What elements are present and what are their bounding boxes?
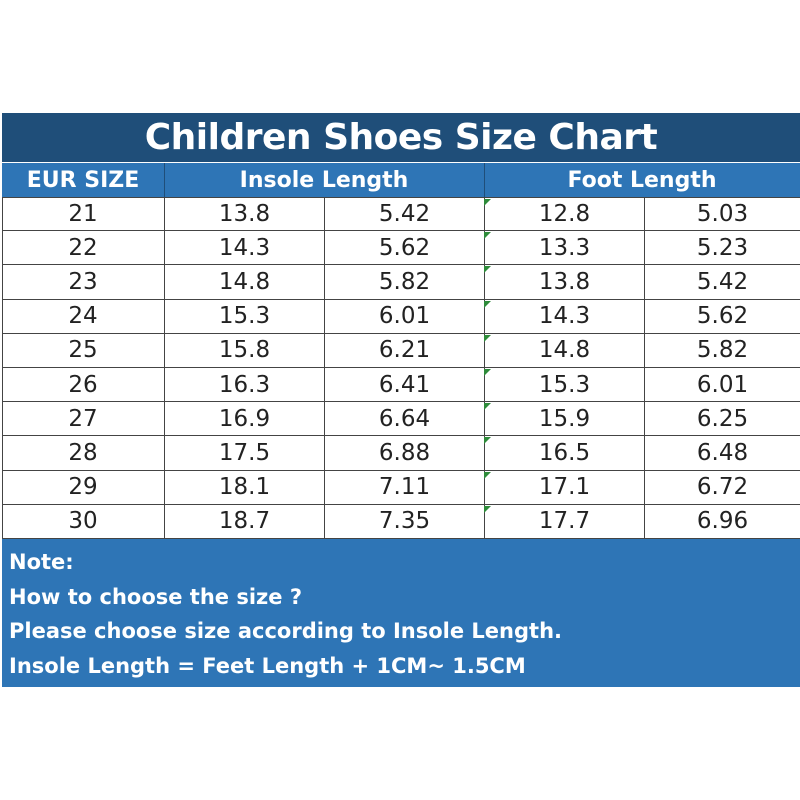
table-row: 21 13.8 5.42 12.8 5.03 [2,197,800,232]
cell-marker-icon [484,199,491,206]
cell-marker-icon [484,300,491,308]
cell-eur: 23 [68,268,98,295]
cell-foot-in: 6.25 [644,402,800,436]
cell-insole-cm: 15.8 [164,333,324,367]
cell-insole-cm: 13.8 [164,198,324,231]
table-row: 28 17.5 6.88 16.5 6.48 [2,436,800,471]
table-row: 24 15.3 6.01 14.3 5.62 [2,299,800,334]
cell-insole-cm: 18.7 [164,504,324,538]
note-box: Note: How to choose the size ? Please ch… [2,539,800,687]
cell-foot-in: 6.72 [644,470,800,504]
cell-foot-cm: 16.5 [484,436,644,470]
cell-insole-in: 6.41 [324,367,484,402]
cell-eur: 30 [68,508,98,535]
cell-insole-in: 6.01 [324,299,484,333]
cell-insole-in: 6.64 [324,402,484,436]
size-table-body: 21 13.8 5.42 12.8 5.03 22 14.3 5.62 13.3 5.23 23 14… [2,197,800,539]
note-formula: Insole Length = Feet Length + 1CM~ 1.5CM [9,653,526,678]
cell-marker-icon [484,505,491,513]
table-row: 30 18.7 7.35 17.7 6.96 [2,504,800,539]
cell-eur: 24 [68,303,98,330]
cell-foot-in: 5.42 [644,265,800,299]
header-divider [484,163,485,197]
cell-foot-in: 5.03 [644,198,800,231]
cell-foot-cm: 15.3 [484,367,644,402]
cell-marker-icon [484,334,491,342]
cell-foot-in: 5.23 [644,231,800,265]
table-row: 29 18.1 7.11 17.1 6.72 [2,470,800,505]
note-question: How to choose the size ? [9,584,302,609]
table-row: 22 14.3 5.62 13.3 5.23 [2,231,800,266]
cell-insole-in: 5.42 [324,198,484,231]
cell-insole-in: 7.11 [324,470,484,504]
cell-foot-cm: 13.3 [484,231,644,265]
cell-foot-in: 6.96 [644,504,800,538]
cell-insole-cm: 14.3 [164,231,324,265]
header-foot-length: Foot Length [567,167,717,193]
cell-insole-cm: 16.3 [164,367,324,402]
cell-marker-icon [484,471,491,479]
cell-insole-cm: 14.8 [164,265,324,299]
cell-foot-in: 6.48 [644,436,800,470]
cell-marker-icon [484,368,491,376]
cell-eur: 25 [68,337,98,364]
chart-title: Children Shoes Size Chart [2,113,800,163]
cell-marker-icon [484,403,491,411]
cell-foot-cm: 17.1 [484,470,644,504]
note-instruction: Please choose size according to Insole L… [9,619,563,643]
cell-eur: 26 [68,371,98,398]
cell-marker-icon [484,437,491,445]
cell-eur: 29 [68,474,98,501]
header-row: EUR SIZE Insole Length Foot Length [2,163,800,197]
cell-foot-cm: 17.7 [484,504,644,538]
table-row: 23 14.8 5.82 13.8 5.42 [2,265,800,300]
cell-insole-cm: 16.9 [164,402,324,436]
cell-insole-in: 6.88 [324,436,484,470]
table-row: 26 16.3 6.41 15.3 6.01 [2,367,800,403]
cell-eur: 28 [68,439,98,466]
cell-foot-in: 6.01 [644,367,800,402]
cell-foot-cm: 14.8 [484,333,644,367]
cell-foot-cm: 13.8 [484,265,644,299]
header-divider [164,163,165,197]
cell-insole-in: 7.35 [324,504,484,538]
cell-eur: 21 [68,201,98,228]
cell-insole-in: 5.82 [324,265,484,299]
header-eur-size: EUR SIZE [26,167,140,193]
cell-insole-in: 6.21 [324,333,484,367]
cell-foot-in: 5.82 [644,333,800,367]
table-left-border [2,197,3,539]
cell-insole-cm: 18.1 [164,470,324,504]
cell-eur: 22 [68,234,98,261]
cell-foot-cm: 15.9 [484,402,644,436]
cell-eur: 27 [68,405,98,432]
table-row: 27 16.9 6.64 15.9 6.25 [2,402,800,437]
cell-insole-cm: 15.3 [164,299,324,333]
cell-foot-in: 5.62 [644,299,800,333]
cell-insole-cm: 17.5 [164,436,324,470]
cell-marker-icon [484,232,491,240]
header-insole-length: Insole Length [239,167,409,193]
cell-foot-cm: 14.3 [484,299,644,333]
cell-marker-icon [484,266,491,274]
cell-foot-cm: 12.8 [484,198,644,231]
table-row: 25 15.8 6.21 14.8 5.82 [2,333,800,368]
size-chart: Children Shoes Size Chart EUR SIZE Insol… [2,113,800,687]
cell-insole-in: 5.62 [324,231,484,265]
note-heading: Note: [9,550,74,574]
